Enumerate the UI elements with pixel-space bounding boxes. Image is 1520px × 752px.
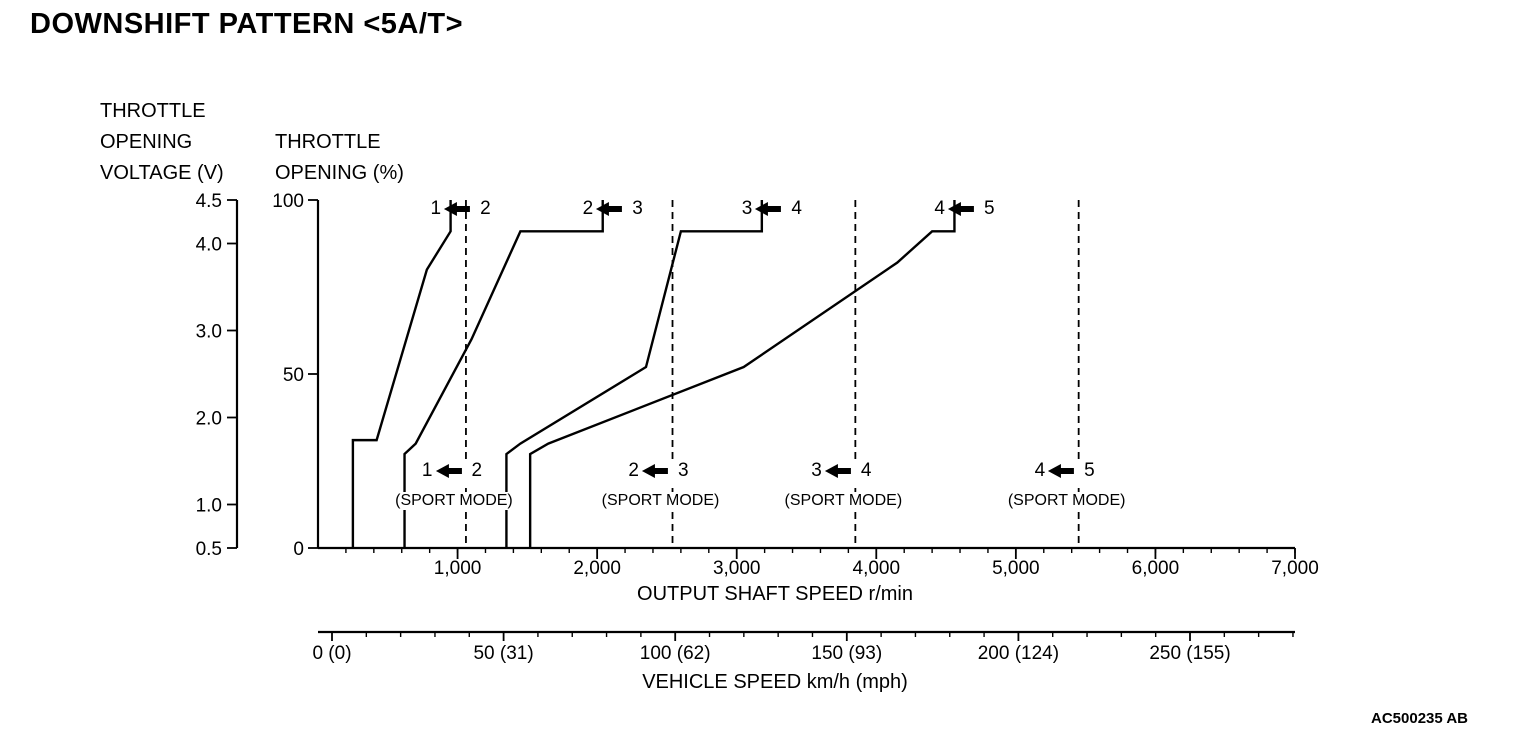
throttle-pct-tick-label: 50 [283, 365, 304, 386]
left-arrow-icon [755, 202, 788, 216]
voltage-axis-title-line2: OPENING [100, 131, 193, 153]
left-arrow-icon [824, 464, 858, 478]
shift-label-to-gear: 2 [628, 460, 639, 481]
output-shaft-tick-label: 1,000 [434, 558, 482, 579]
voltage-tick-label: 4.0 [196, 235, 222, 256]
figure-code: AC500235 AB [1371, 710, 1468, 727]
voltage-tick-label: 3.0 [196, 322, 222, 343]
voltage-tick-label: 0.5 [196, 539, 222, 560]
output-shaft-tick-label: 2,000 [573, 558, 621, 579]
vehicle-speed-tick-label: 100 (62) [640, 643, 711, 664]
sport-mode-caption: (SPORT MODE) [1004, 492, 1129, 510]
shift-label-from-gear: 4 [860, 460, 872, 481]
shift-label-from-gear: 5 [983, 198, 995, 219]
voltage-tick-label: 2.0 [196, 409, 222, 430]
output-shaft-axis: 1,000 2,000 3,000 4,000 5,000 6,000 7,000 OUTPU… [318, 546, 1319, 605]
sport-mode-caption: (SPORT MODE) [392, 492, 516, 510]
downshift-curve [351, 200, 452, 548]
output-shaft-axis-title: OUTPUT SHAFT SPEED r/min [637, 583, 913, 605]
sport-mode-caption: (SPORT MODE) [598, 492, 723, 510]
downshift-curve [403, 200, 604, 548]
left-arrow-icon [947, 202, 981, 216]
left-arrow-icon [596, 202, 629, 216]
vehicle-speed-tick-label: 200 (124) [978, 643, 1059, 664]
vehicle-speed-axis-title: VEHICLE SPEED km/h (mph) [642, 671, 908, 693]
page-title: DOWNSHIFT PATTERN <5A/T> [30, 8, 464, 40]
vehicle-speed-tick-label: 150 (93) [811, 643, 882, 664]
shift-label-from-gear: 5 [1084, 460, 1095, 481]
throttle-pct-axis: 100 50 0 [272, 191, 320, 560]
shift-label-to-gear: 3 [741, 198, 753, 219]
sport-mode-caption: (SPORT MODE) [781, 492, 906, 510]
voltage-axis-title: THROTTLE OPENING VOLTAGE (V) [100, 96, 224, 189]
output-shaft-tick-label: 3,000 [713, 558, 761, 579]
shift-label-to-gear: 1 [430, 198, 442, 219]
voltage-tick-label: 4.5 [196, 191, 222, 212]
throttle-pct-axis-title-line1: THROTTLE [275, 131, 381, 153]
shift-label-from-gear: 2 [471, 460, 483, 481]
sport-mode-lines [465, 200, 1080, 548]
voltage-tick-label: 1.0 [196, 496, 222, 517]
shift-label-from-gear: 4 [791, 198, 802, 219]
left-arrow-icon [435, 464, 468, 478]
downshift-curves [351, 200, 956, 548]
vehicle-speed-axis: 0 (0) 50 (31) 100 (62) 150 (93) 200 (124) 250… [312, 630, 1295, 693]
left-arrow-icon [642, 464, 675, 478]
throttle-pct-axis-title: THROTTLE OPENING (%) [275, 127, 404, 189]
shift-label-from-gear: 2 [480, 198, 491, 219]
shift-label-to-gear: 4 [1034, 460, 1046, 481]
output-shaft-tick-label: 6,000 [1132, 558, 1180, 579]
shift-label-from-gear: 3 [632, 198, 643, 219]
left-arrow-icon [1048, 464, 1081, 478]
throttle-pct-axis-title-line2: OPENING (%) [275, 162, 404, 184]
throttle-pct-tick-label: 0 [293, 539, 304, 560]
shift-label-to-gear: 4 [934, 198, 945, 219]
voltage-axis-title-line1: THROTTLE [100, 100, 206, 122]
shift-label-to-gear: 3 [811, 460, 822, 481]
throttle-pct-tick-label: 100 [272, 191, 304, 212]
vehicle-speed-tick-label: 250 (155) [1149, 643, 1230, 664]
vehicle-speed-tick-label: 50 (31) [473, 643, 533, 664]
throttle-voltage-axis: 4.5 4.0 3.0 2.0 1.0 0.5 [196, 191, 239, 560]
output-shaft-tick-label: 7,000 [1271, 558, 1319, 579]
shift-label-to-gear: 2 [582, 198, 594, 219]
shift-label-from-gear: 3 [678, 460, 689, 481]
output-shaft-tick-label: 4,000 [853, 558, 901, 579]
left-arrow-icon [444, 202, 477, 216]
voltage-axis-title-line3: VOLTAGE (V) [100, 162, 224, 184]
vehicle-speed-tick-label: 0 (0) [312, 643, 351, 664]
downshift-curve [528, 200, 956, 548]
downshift-curve [505, 200, 764, 548]
output-shaft-tick-label: 5,000 [992, 558, 1040, 579]
shift-label-to-gear: 1 [421, 460, 433, 481]
